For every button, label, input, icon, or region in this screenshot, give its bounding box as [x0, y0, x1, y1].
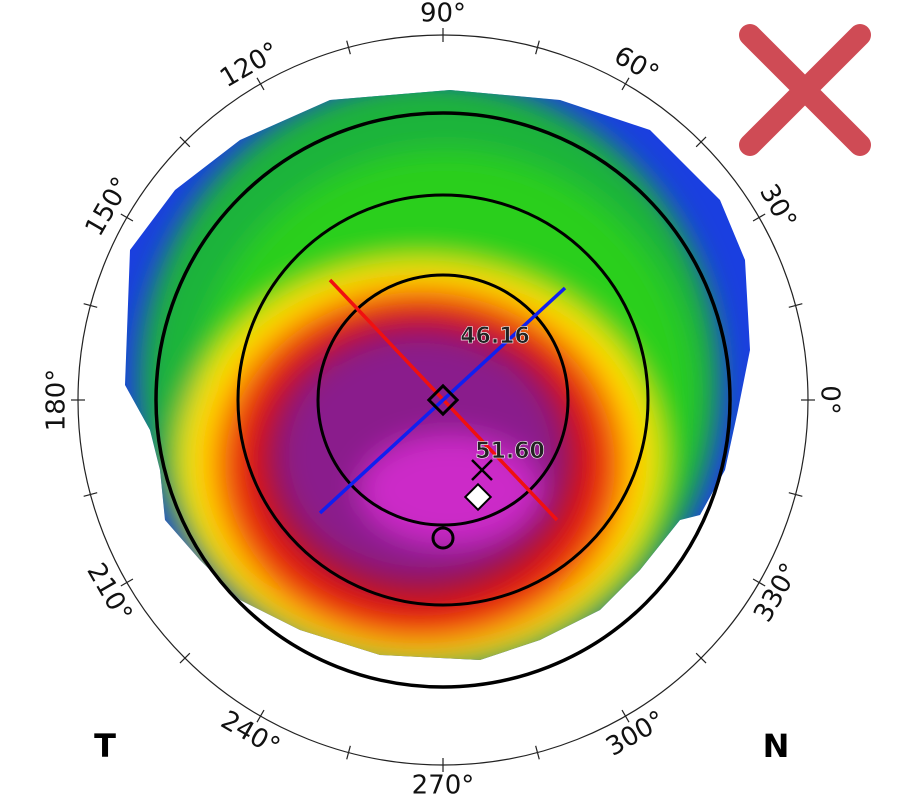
angle-label: 60° [609, 41, 664, 90]
tick [621, 709, 630, 723]
tick [695, 136, 707, 148]
angle-label: 90° [420, 0, 466, 29]
apex-marker [463, 482, 493, 512]
tick [83, 492, 98, 497]
zone-circle [316, 273, 570, 527]
center-marker [426, 383, 460, 417]
tick [621, 77, 630, 91]
side-label: N [763, 727, 790, 765]
tick [179, 652, 191, 664]
tick [179, 136, 191, 148]
tick [752, 578, 766, 587]
angle-label: 330° [748, 558, 805, 627]
zone-circle [236, 193, 650, 607]
angle-label: 180° [42, 369, 72, 432]
angle-label: 0° [815, 385, 845, 415]
tick [695, 652, 707, 664]
side-label: T [94, 727, 116, 765]
tick [83, 303, 98, 308]
angle-label: 120° [215, 37, 284, 94]
tick [256, 709, 265, 723]
reading: 46.16 [460, 324, 530, 349]
angle-label: 240° [216, 705, 285, 762]
angle-label: 210° [80, 558, 137, 627]
tick [256, 77, 265, 91]
tick [120, 578, 134, 587]
tick [752, 213, 766, 222]
angle-label: 150° [80, 172, 137, 241]
pupil-marker [431, 526, 455, 550]
tick [788, 303, 803, 308]
angle-ticks [71, 28, 815, 772]
cross-marker [471, 459, 493, 481]
angle-label: 300° [601, 705, 670, 762]
tick [120, 213, 134, 222]
tick [346, 40, 351, 55]
tick [346, 745, 351, 760]
flat-axis [318, 286, 567, 515]
tick [535, 745, 540, 760]
close-icon[interactable] [739, 24, 871, 156]
reading: 51.60 [475, 439, 545, 464]
tick [535, 40, 540, 55]
tick [788, 492, 803, 497]
color-map [125, 90, 750, 660]
angle-label: 270° [412, 771, 475, 801]
angle-label: 30° [753, 179, 802, 234]
zone-circle [154, 111, 732, 689]
